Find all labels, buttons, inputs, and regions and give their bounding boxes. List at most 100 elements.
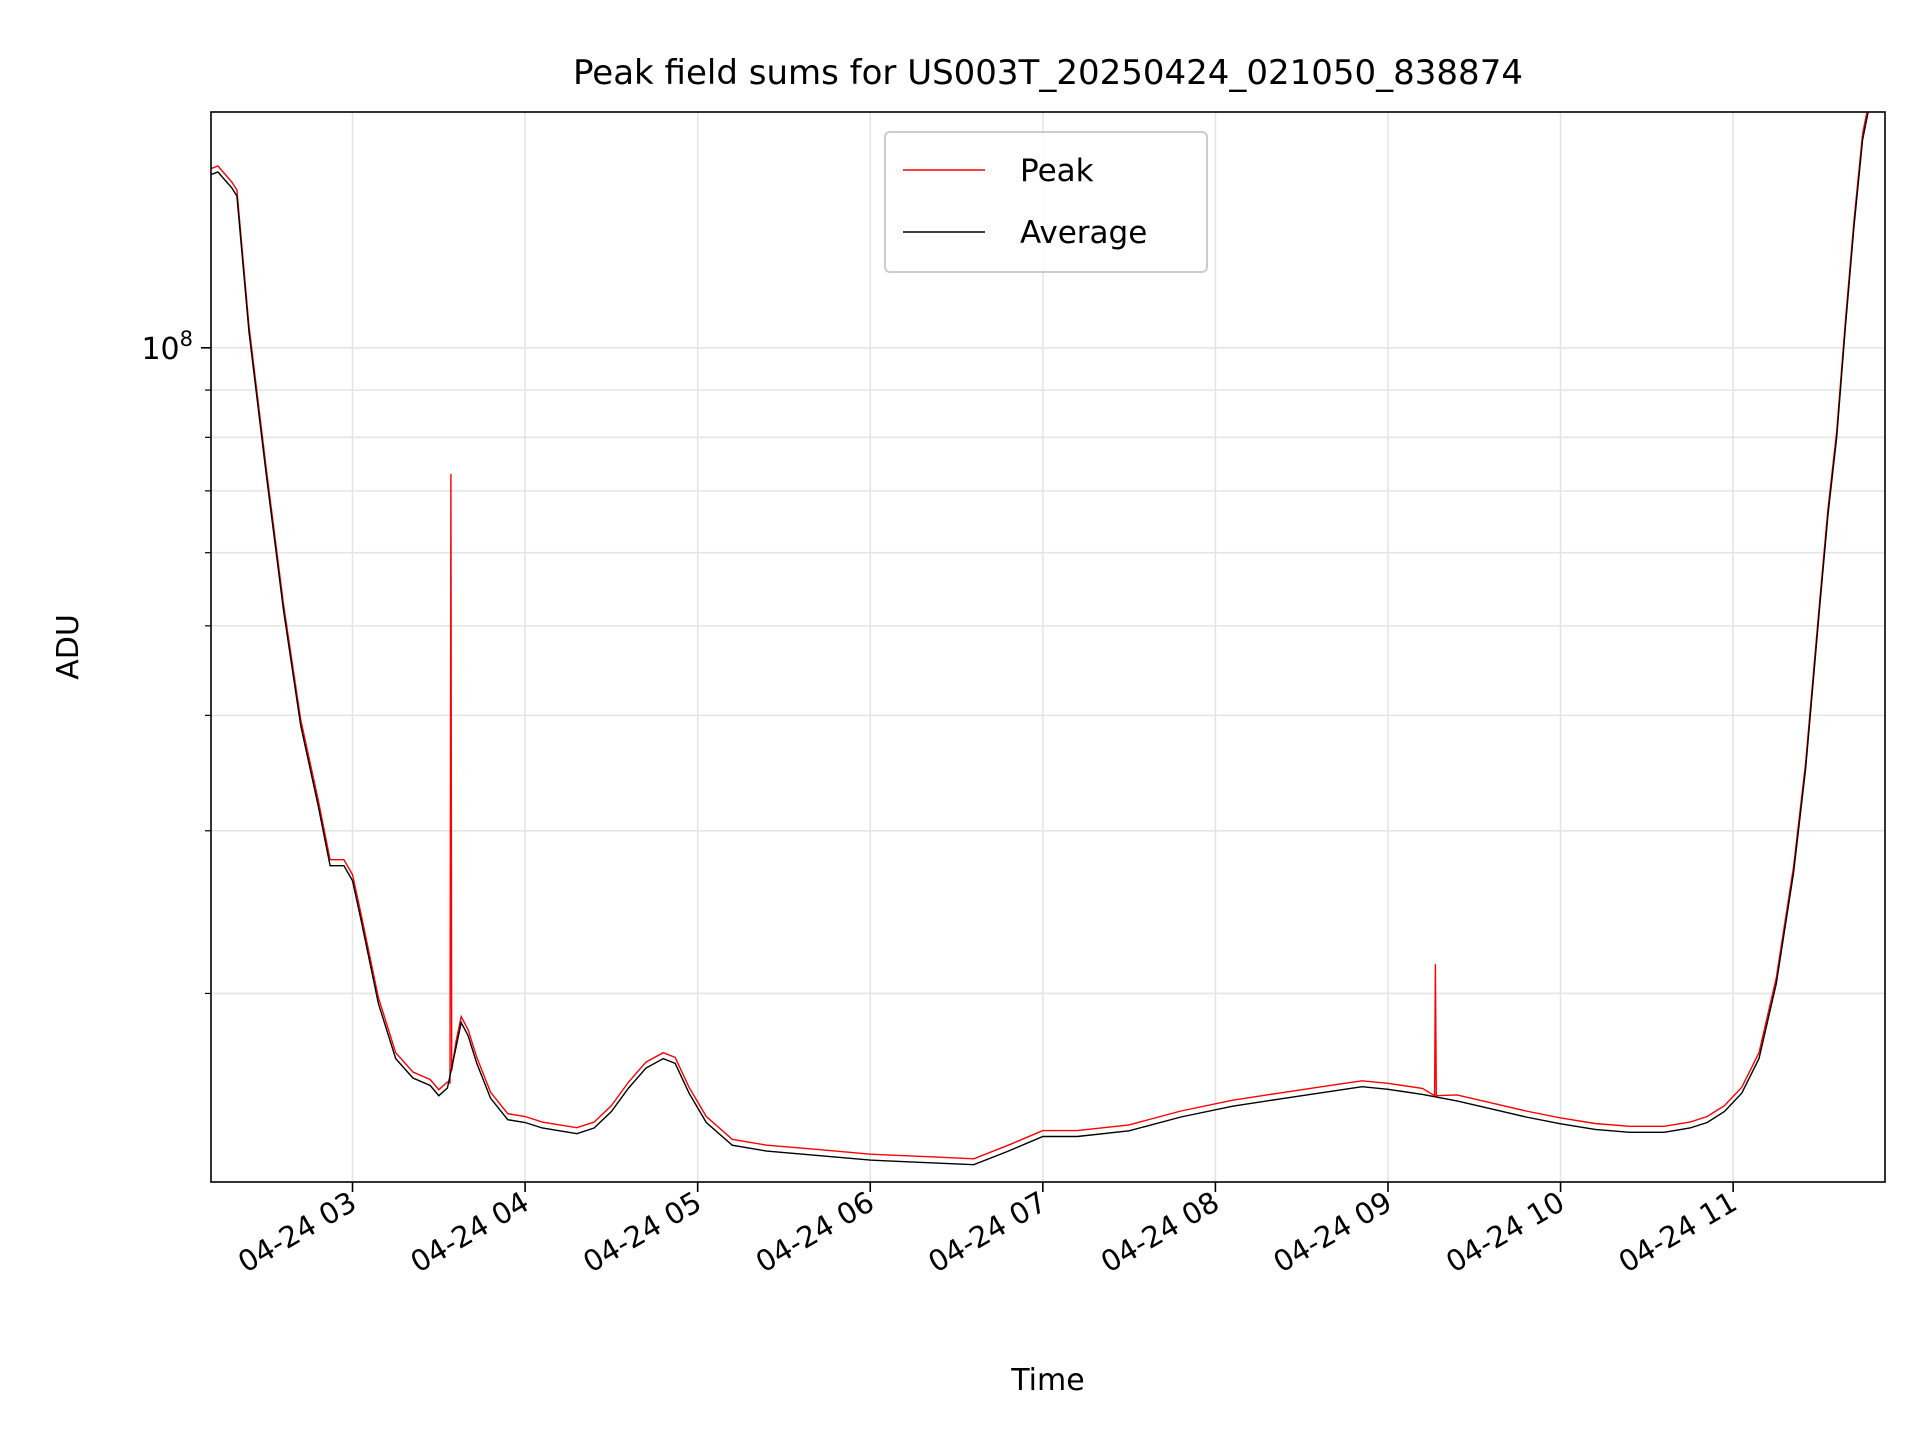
average-point (248, 331, 250, 333)
average-point (1818, 609, 1820, 611)
average-point (1844, 327, 1846, 329)
average-point (559, 1130, 561, 1132)
y-axis-label: ADU (51, 614, 86, 680)
average-point (705, 1122, 707, 1123)
average-point (343, 865, 345, 867)
average-point (973, 1164, 975, 1166)
plot-area (211, 69, 1886, 1166)
chart-title: Peak field sums for US003T_20250424_0210… (573, 53, 1523, 93)
average-point (476, 1062, 478, 1064)
average-point (610, 1111, 612, 1112)
average-point (1629, 1131, 1631, 1133)
average-point (645, 1067, 647, 1069)
average-point (317, 804, 319, 806)
average-point (674, 1062, 676, 1064)
average-point (1491, 1108, 1492, 1110)
average-point (265, 473, 267, 475)
x-tick-label: 04-24 04 (405, 1185, 535, 1280)
average-point (731, 1144, 733, 1146)
peak-point (1434, 963, 1436, 965)
y-tick-label-base: 10 (141, 332, 179, 367)
ticks: 04-24 03 04-24 04 04-24 05 04-24 06 04-24 07… (141, 327, 1742, 1279)
peak-point (1435, 1095, 1437, 1097)
average-point (835, 1156, 837, 1158)
average-point (360, 919, 362, 921)
average-point (1232, 1105, 1234, 1107)
peak-point (451, 1070, 453, 1072)
average-point (1560, 1123, 1562, 1125)
average-point (1805, 768, 1807, 770)
average-point (1862, 139, 1864, 141)
x-tick-label: 04-24 11 (1613, 1185, 1743, 1280)
average-point (1827, 514, 1829, 515)
average-point (1335, 1090, 1337, 1092)
grid (211, 112, 1885, 1182)
average-point (377, 1003, 379, 1005)
x-tick-label: 04-24 07 (922, 1185, 1052, 1280)
average-point (1007, 1150, 1009, 1152)
average-point (1594, 1128, 1596, 1130)
legend-average-label: Average (1020, 215, 1147, 251)
average-point (1525, 1116, 1527, 1118)
average-point (800, 1153, 802, 1155)
average-point (593, 1127, 595, 1129)
average-point (938, 1162, 940, 1164)
average-point (429, 1085, 431, 1086)
series-peak-line (211, 112, 1868, 1160)
average-point (1724, 1111, 1725, 1112)
average-point (460, 1022, 462, 1024)
average-point (576, 1133, 578, 1135)
average-point (300, 725, 302, 726)
average-point (1042, 1136, 1044, 1137)
average-point (766, 1150, 768, 1152)
average-point (352, 880, 353, 882)
average-point (1689, 1127, 1691, 1129)
average-point (283, 609, 284, 611)
x-tick-label: 04-24 08 (1095, 1185, 1225, 1280)
x-tick-label: 04-24 10 (1440, 1185, 1570, 1280)
average-point (1741, 1092, 1743, 1094)
average-point (412, 1077, 414, 1079)
average-point (395, 1058, 397, 1060)
average-point (1853, 226, 1855, 228)
x-tick-label: 04-24 05 (577, 1185, 707, 1280)
average-point (467, 1035, 469, 1037)
average-point (1775, 983, 1777, 984)
average-point (446, 1087, 448, 1089)
average-point (1180, 1116, 1182, 1118)
y-tick-label-exponent: 8 (180, 327, 193, 351)
x-axis-label: Time (1010, 1363, 1084, 1398)
average-point (217, 171, 219, 173)
peak-point (1434, 1095, 1436, 1097)
average-point (1874, 79, 1875, 80)
average-point (1836, 436, 1838, 438)
average-point (524, 1122, 526, 1123)
axes-frame (210, 111, 1886, 1183)
average-point (1885, 69, 1886, 70)
average-point (541, 1127, 543, 1129)
x-tick-label: 04-24 09 (1268, 1185, 1398, 1280)
average-point (1422, 1093, 1423, 1095)
average-point (490, 1097, 492, 1099)
average-point (1361, 1086, 1363, 1088)
average-point (1793, 872, 1794, 874)
average-point (236, 195, 238, 197)
average-point (662, 1058, 664, 1060)
average-point (438, 1095, 440, 1097)
peak-point (450, 473, 452, 475)
legend-frame (884, 131, 1208, 273)
average-point (1076, 1136, 1078, 1137)
average-point (904, 1161, 906, 1163)
y-tick-label: 108 (141, 327, 193, 367)
legend: Peak Average (884, 131, 1208, 273)
average-point (688, 1092, 690, 1094)
x-tick-label: 04-24 03 (232, 1185, 362, 1280)
average-point (231, 187, 233, 189)
average-point (1663, 1131, 1665, 1133)
average-point (1456, 1100, 1458, 1102)
average-point (329, 865, 331, 867)
average-point (869, 1159, 871, 1161)
average-point (1758, 1058, 1760, 1060)
peak-point (449, 1082, 451, 1084)
